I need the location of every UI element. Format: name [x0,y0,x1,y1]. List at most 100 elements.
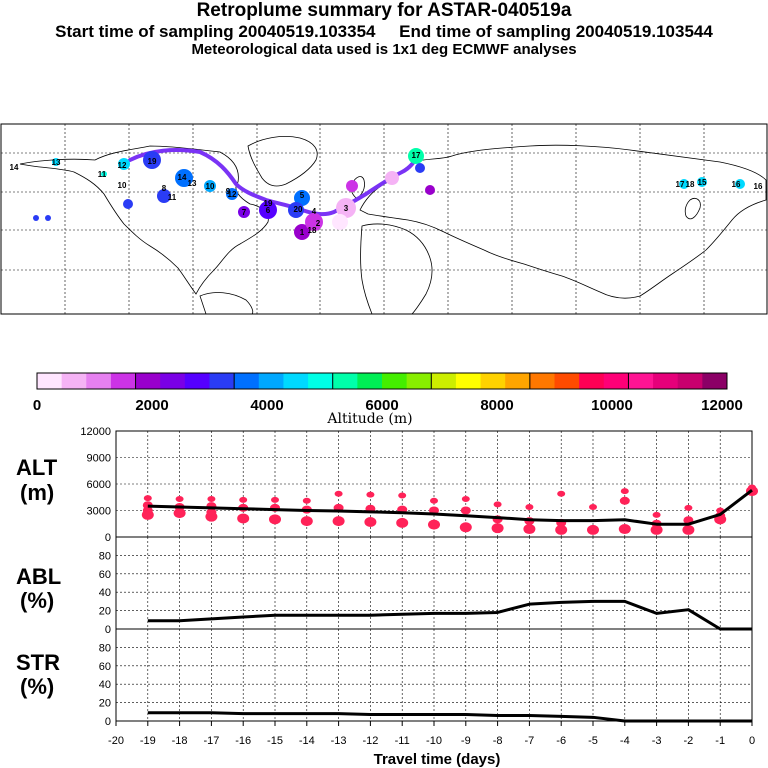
alt-cluster-point [175,496,184,503]
traj-label: 3 [344,204,349,213]
colorbar-cell [135,373,161,389]
x-tick-label: -15 [267,735,283,747]
traj-label: 19 [264,199,273,208]
alt-cluster-point [334,490,343,497]
meteo-note: Meteorological data used is 1x1 deg ECMW… [191,41,577,58]
str-ytick: 60 [99,661,111,673]
colorbar-tick: 2000 [135,397,168,414]
colorbar-cell [86,373,112,389]
colorbar-cell [382,373,408,389]
traj-dot [101,171,107,177]
traj-dot [45,215,51,221]
alt-cluster-point [396,517,409,528]
alt-grid [116,431,752,537]
abl-yticks: 80 60 40 20 0 [99,550,111,636]
retroplume-trajectory: 14 13 11 12 10 19 17 18 16 15 14 13 12 1… [10,148,763,240]
traj-label: 17 [412,151,421,160]
colorbar-cell [628,373,654,389]
traj-dot [294,190,310,206]
colorbar-cell [603,373,629,389]
colorbar-cell [110,373,137,389]
alt-cluster-point [141,509,154,520]
traj-label: 14 [10,163,19,172]
traj-label: 13 [188,179,197,188]
alt-cluster-point [523,524,536,535]
coast-greenland [247,136,318,187]
traj-dot [336,198,356,218]
traj-label: 8 [162,184,167,193]
traj-label: 10 [118,181,127,190]
x-tick-label: -16 [235,735,251,747]
colorbar-cell [455,373,482,389]
x-tick-label: -7 [525,735,535,747]
traj-dot [415,163,425,173]
traj-dot [52,158,60,166]
colorbar-tick: 12000 [701,397,743,414]
colorbar-cell [529,373,555,389]
alt-cluster-point [366,491,375,498]
colorbar-frame [36,372,728,390]
alt-cluster-point [332,516,345,527]
alt-cluster-point [491,523,504,534]
title-block: Retroplume summary for ASTAR-040519a Sta… [0,0,768,59]
alt-cluster-point [493,501,502,508]
x-tick-label: -12 [362,735,378,747]
traj-label: 12 [118,161,127,170]
colorbar-ticks: 0 2000 4000 6000 8000 10000 12000 [33,397,743,414]
alt-cluster-point [461,496,470,503]
colorbar-cell [308,373,334,389]
traj-label: 6 [266,206,271,215]
x-tick-label: 0 [749,735,755,747]
alt-cluster-point [239,496,248,503]
x-tick-label: -17 [203,735,219,747]
traj-dot [385,171,399,185]
str-panel-label: STR [16,650,60,675]
colorbar-cell [480,373,506,389]
traj-label: 19 [148,157,157,166]
str-ytick: 20 [99,698,111,710]
str-ytick: 80 [99,642,111,654]
colorbar-cell [554,373,580,389]
abl-series-line [147,599,752,631]
traj-label: 14 [178,173,187,182]
alt-cluster-point [207,496,216,503]
altitude-colorbar: 0 2000 4000 6000 8000 10000 12000 Altitu… [33,372,743,427]
alt-cluster-point [682,524,695,535]
abl-line [147,599,752,631]
x-tick-label: -19 [140,735,156,747]
abl-ytick: 0 [105,624,111,636]
alt-panel-label: ALT [16,455,58,480]
alt-cluster-point [460,506,471,515]
traj-dot [425,185,435,195]
traj-dot [123,199,133,209]
traj-dot [259,201,277,219]
alt-cluster-point [684,504,693,511]
colorbar-cell [579,373,605,389]
trajectory-dots [33,148,745,240]
traj-label: 15 [698,178,707,187]
alt-ytick: 6000 [87,479,111,491]
traj-dot [33,215,39,221]
alt-ytick: 9000 [87,453,111,465]
alt-cluster-point [428,519,440,530]
colorbar-tick: 8000 [480,397,513,414]
traj-dot [238,206,250,218]
colorbar-tick: 10000 [591,397,633,414]
traj-dot [697,177,707,187]
traj-label: 16 [754,182,763,191]
traj-dot [679,179,689,189]
colorbar-cell [160,373,186,389]
abl-ytick: 40 [99,587,111,599]
traj-label: 18 [308,226,317,235]
alt-cluster-point [459,522,472,533]
colorbar-cells [37,373,728,389]
alt-cluster-point [237,513,250,524]
alt-cluster-point [302,497,311,504]
alt-ytick: 12000 [80,426,111,438]
traj-dot [735,179,745,189]
traj-label: 18 [686,180,695,189]
traj-label: 10 [206,182,215,191]
alt-cluster-point [555,524,568,535]
traj-dot [175,169,193,187]
colorbar-cell [431,373,457,389]
